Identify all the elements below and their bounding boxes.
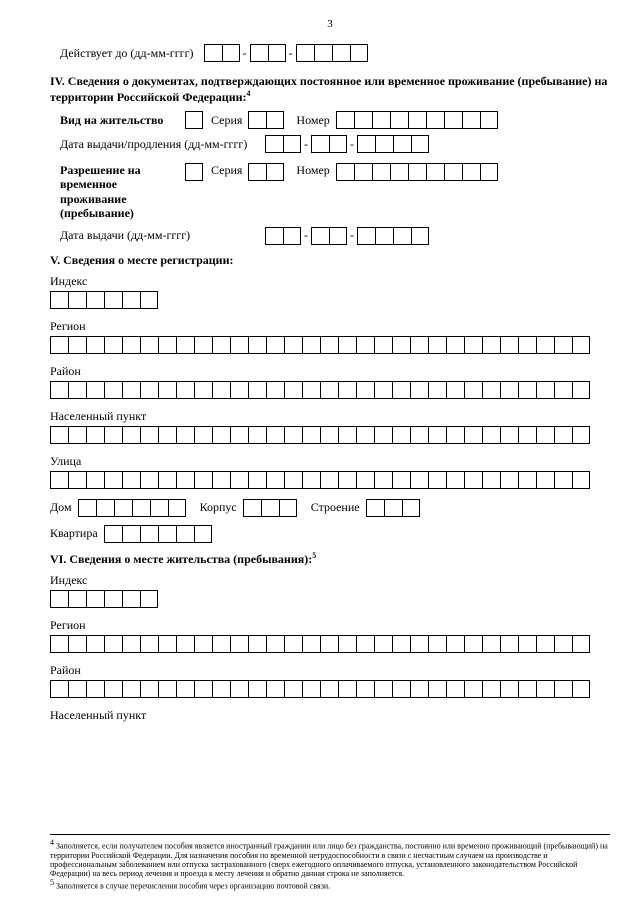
section-vi-sup: 5 (312, 551, 316, 560)
temp-series[interactable] (248, 163, 284, 181)
issue-ext-date-label: Дата выдачи/продления (дд-мм-гггг) (60, 137, 265, 152)
street-cells[interactable] (50, 471, 610, 489)
page-number: 3 (50, 18, 610, 30)
residence-series[interactable] (248, 111, 284, 129)
temp-residence-label: Разрешение на временное проживание (преб… (60, 163, 185, 221)
form-page: 3 Действует до (дд-мм-гггг) - - IV. Свед… (0, 0, 640, 905)
building-label: Корпус (200, 500, 237, 515)
region-label-2: Регион (50, 618, 610, 633)
apartment-cells[interactable] (104, 525, 212, 543)
district-label-2: Район (50, 663, 610, 678)
valid-until-row: Действует до (дд-мм-гггг) - - (60, 44, 610, 62)
house-label: Дом (50, 500, 72, 515)
issue-dd[interactable] (265, 227, 301, 245)
dash: - (350, 228, 354, 243)
residence-permit-row: Вид на жительство Серия Номер (60, 111, 610, 129)
footnote-5: 5 Заполняется в случае перечисления посо… (50, 878, 610, 891)
street-label: Улица (50, 454, 610, 469)
temp-number[interactable] (336, 163, 498, 181)
locality-label-2: Населенный пункт (50, 708, 610, 723)
apartment-label: Квартира (50, 526, 98, 541)
dash: - (304, 228, 308, 243)
index-cells-2[interactable] (50, 590, 610, 608)
valid-until-mm[interactable] (250, 44, 286, 62)
dash: - (350, 137, 354, 152)
residence-number[interactable] (336, 111, 498, 129)
issue-date-label: Дата выдачи (дд-мм-гггг) (60, 228, 265, 243)
section-v-heading: V. Сведения о месте регистрации: (50, 253, 610, 268)
locality-label: Населенный пункт (50, 409, 610, 424)
district-cells[interactable] (50, 381, 610, 399)
structure-label: Строение (311, 500, 360, 515)
residence-permit-checkbox[interactable] (185, 111, 203, 129)
temp-residence-checkbox[interactable] (185, 163, 203, 181)
dash: - (289, 46, 293, 61)
locality-cells[interactable] (50, 426, 610, 444)
section-vi-heading: VI. Сведения о месте жительства (пребыва… (50, 551, 610, 567)
district-label: Район (50, 364, 610, 379)
issue-ext-dd[interactable] (265, 135, 301, 153)
section-vi-text: VI. Сведения о месте жительства (пребыва… (50, 552, 312, 566)
region-cells-2[interactable] (50, 635, 610, 653)
issue-ext-mm[interactable] (311, 135, 347, 153)
building-cells[interactable] (243, 499, 297, 517)
issue-mm[interactable] (311, 227, 347, 245)
apartment-row: Квартира (50, 525, 610, 543)
number-label: Номер (296, 113, 329, 128)
index-label-2: Индекс (50, 573, 610, 588)
valid-until-label: Действует до (дд-мм-гггг) (60, 46, 194, 61)
series-label-2: Серия (211, 163, 242, 178)
index-cells[interactable] (50, 291, 610, 309)
footnotes: 4 Заполняется, если получателем пособия … (50, 834, 610, 891)
valid-until-dd[interactable] (204, 44, 240, 62)
valid-until-yyyy[interactable] (296, 44, 368, 62)
footnote-4: 4 Заполняется, если получателем пособия … (50, 838, 610, 878)
issue-date-row: Дата выдачи (дд-мм-гггг) - - (60, 227, 610, 245)
region-cells[interactable] (50, 336, 610, 354)
index-label: Индекс (50, 274, 610, 289)
house-cells[interactable] (78, 499, 186, 517)
series-label: Серия (211, 113, 242, 128)
section-iv-text: IV. Сведения о документах, подтверждающи… (50, 74, 607, 104)
dash: - (243, 46, 247, 61)
number-label-2: Номер (296, 163, 329, 178)
issue-yyyy[interactable] (357, 227, 429, 245)
issue-ext-date-row: Дата выдачи/продления (дд-мм-гггг) - - (60, 135, 610, 153)
region-label: Регион (50, 319, 610, 334)
section-iv-sup: 4 (247, 89, 251, 98)
dash: - (304, 137, 308, 152)
structure-cells[interactable] (366, 499, 420, 517)
issue-ext-yyyy[interactable] (357, 135, 429, 153)
temp-residence-row: Разрешение на временное проживание (преб… (60, 163, 610, 221)
residence-permit-label: Вид на жительство (60, 113, 185, 128)
section-iv-heading: IV. Сведения о документах, подтверждающи… (50, 74, 610, 105)
house-row: Дом Корпус Строение (50, 499, 610, 517)
district-cells-2[interactable] (50, 680, 610, 698)
